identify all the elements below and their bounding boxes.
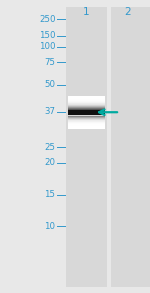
Text: 25: 25 [45, 143, 56, 151]
Bar [68, 100, 105, 101]
Bar [111, 7, 150, 287]
Bar [68, 99, 105, 100]
Bar [68, 125, 105, 126]
Bar [68, 109, 105, 110]
Bar [68, 104, 105, 105]
Bar [68, 116, 105, 117]
Bar [68, 124, 105, 125]
Bar [68, 103, 105, 104]
Bar [68, 102, 105, 103]
Text: 250: 250 [39, 15, 56, 23]
Bar [68, 120, 105, 121]
Bar [68, 121, 105, 122]
Bar [68, 115, 105, 116]
Bar [68, 110, 105, 111]
Bar [68, 112, 105, 113]
Text: 15: 15 [45, 190, 56, 199]
Bar [68, 122, 105, 123]
Text: 75: 75 [45, 58, 56, 67]
Bar [68, 126, 105, 127]
Bar [68, 119, 105, 120]
Text: 100: 100 [39, 42, 56, 51]
Text: 20: 20 [45, 158, 56, 167]
Bar [68, 110, 105, 115]
Text: 1: 1 [83, 7, 90, 17]
Bar [68, 111, 105, 112]
Text: 10: 10 [45, 222, 56, 231]
Bar [68, 107, 105, 108]
Bar [68, 118, 105, 119]
Bar [68, 108, 105, 109]
Bar [68, 114, 105, 115]
Bar [66, 7, 106, 287]
Bar [68, 101, 105, 102]
Bar [68, 117, 105, 118]
Bar [68, 96, 105, 97]
Text: 150: 150 [39, 31, 56, 40]
Bar [68, 98, 105, 99]
Bar [68, 113, 105, 114]
Text: 37: 37 [45, 108, 56, 116]
Text: 50: 50 [45, 81, 56, 89]
Bar [68, 97, 105, 98]
Bar [68, 128, 105, 129]
Bar [68, 106, 105, 107]
Bar [68, 105, 105, 106]
Text: 2: 2 [124, 7, 131, 17]
Bar [68, 123, 105, 124]
Bar [68, 127, 105, 128]
